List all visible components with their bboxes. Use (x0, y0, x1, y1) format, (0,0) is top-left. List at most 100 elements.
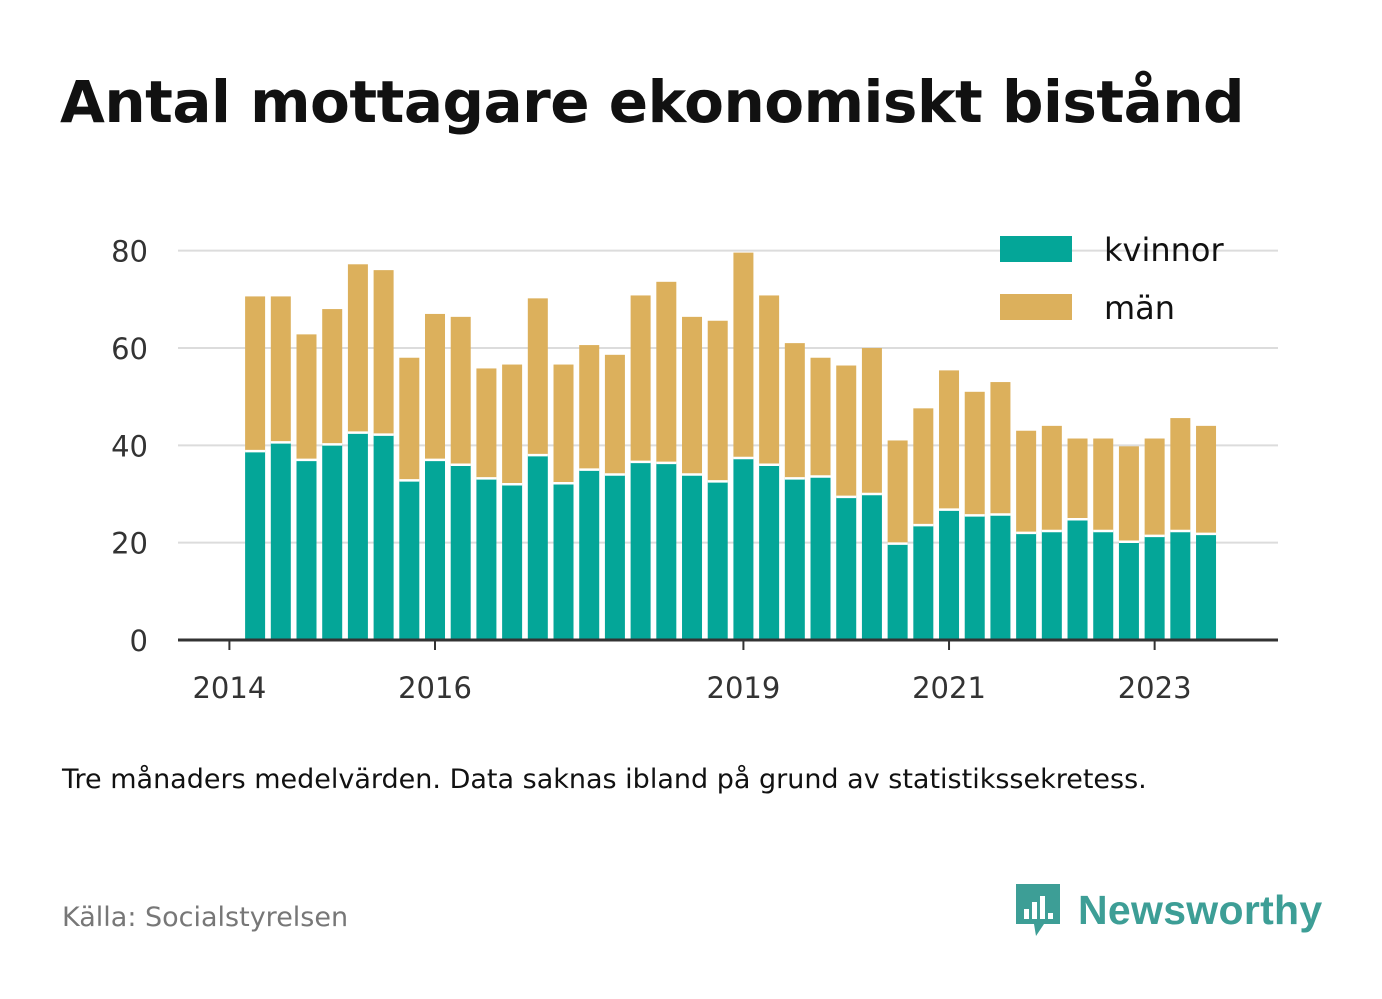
bar-kvinnor (1016, 532, 1037, 640)
legend-swatch (1000, 236, 1072, 262)
bar-man (1170, 418, 1191, 531)
bar-kvinnor (784, 478, 805, 640)
bar-kvinnor (861, 494, 882, 640)
brand-name: Newsworthy (1078, 886, 1323, 933)
legend-label: kvinnor (1104, 231, 1225, 269)
legend-swatch (1000, 294, 1072, 320)
bar-kvinnor (733, 457, 754, 640)
bar-man (399, 357, 420, 481)
newsworthy-logo-icon (1016, 884, 1060, 936)
bar-man (322, 309, 343, 445)
bar-kvinnor (1118, 541, 1139, 640)
bar-kvinnor (939, 509, 960, 640)
bar-kvinnor (425, 459, 446, 640)
bar-man (939, 370, 960, 510)
newsworthy-brand[interactable]: Newsworthy (1012, 880, 1323, 940)
bar-man (347, 264, 368, 433)
bar-kvinnor (270, 442, 291, 640)
bar-kvinnor (682, 474, 703, 640)
bar-kvinnor (964, 515, 985, 640)
bar-kvinnor (990, 514, 1011, 640)
bar-kvinnor (399, 480, 420, 640)
bar-man (1118, 446, 1139, 542)
bar-man (476, 368, 497, 479)
bar-kvinnor (527, 455, 548, 640)
bar-kvinnor (553, 483, 574, 640)
bar-kvinnor (1144, 535, 1165, 640)
bar-kvinnor (913, 525, 934, 640)
bar-man (296, 334, 317, 460)
chart-note: Tre månaders medelvärden. Data saknas ib… (62, 764, 1147, 795)
bar-man (990, 382, 1011, 515)
bar-kvinnor (373, 434, 394, 640)
bar-man (1144, 438, 1165, 536)
bar-kvinnor (1196, 533, 1217, 640)
bar-kvinnor (245, 451, 266, 640)
bar-man (784, 343, 805, 479)
bar-man (1016, 430, 1037, 533)
bar-man (553, 364, 574, 484)
bar-man (270, 296, 291, 443)
bar-kvinnor (656, 462, 677, 640)
legend-label: män (1104, 289, 1175, 327)
bar-man (810, 357, 831, 477)
bar-kvinnor (347, 432, 368, 640)
legend: kvinnor män (1000, 231, 1225, 327)
bar-man (373, 270, 394, 435)
y-tick-label: 20 (111, 527, 148, 561)
y-tick-label: 40 (111, 429, 148, 463)
bar-man (913, 408, 934, 526)
x-tick-label: 2014 (192, 671, 266, 705)
bar-kvinnor (450, 464, 471, 640)
bar-man (425, 313, 446, 460)
y-tick-label: 0 (130, 624, 148, 658)
bar-man (656, 281, 677, 463)
bar-kvinnor (1041, 530, 1062, 640)
bar-kvinnor (759, 464, 780, 640)
bar-kvinnor (707, 481, 728, 640)
bar-kvinnor (296, 459, 317, 640)
bar-kvinnor (322, 444, 343, 640)
bar-kvinnor (630, 461, 651, 640)
bar-kvinnor (579, 469, 600, 640)
bar-man (527, 298, 548, 456)
bar-man (1093, 438, 1114, 531)
y-tick-label: 60 (111, 332, 148, 366)
bar-man (964, 391, 985, 516)
bar-kvinnor (1067, 519, 1088, 640)
bar-man (450, 316, 471, 465)
x-tick-label: 2021 (912, 671, 986, 705)
bar-man (836, 365, 857, 497)
bar-man (579, 345, 600, 470)
axes: 0 20 40 60 80 2014 2016 2019 2021 2023 (111, 235, 1278, 705)
y-tick-label: 80 (111, 235, 148, 269)
bar-kvinnor (887, 543, 908, 640)
bar-man (759, 295, 780, 465)
source-text: Källa: Socialstyrelsen (62, 902, 349, 933)
bar-kvinnor (1170, 530, 1191, 640)
bar-man (861, 348, 882, 494)
page-title: Antal mottagare ekonomiskt bistånd (60, 68, 1245, 136)
bar-man (682, 316, 703, 475)
bar-kvinnor (810, 476, 831, 640)
bars (245, 252, 1217, 640)
bar-man (245, 296, 266, 452)
bar-man (733, 252, 754, 458)
bar-man (630, 295, 651, 462)
bar-man (1196, 425, 1217, 534)
bar-man (502, 364, 523, 485)
bar-man (887, 440, 908, 544)
bar-man (707, 320, 728, 482)
bar-kvinnor (836, 496, 857, 640)
bar-man (1067, 438, 1088, 520)
x-tick-label: 2023 (1118, 671, 1192, 705)
bar-kvinnor (604, 474, 625, 640)
bar-man (604, 354, 625, 475)
bar-kvinnor (502, 484, 523, 640)
bar-man (1041, 425, 1062, 531)
bar-kvinnor (476, 478, 497, 640)
x-tick-label: 2019 (707, 671, 781, 705)
x-tick-label: 2016 (398, 671, 472, 705)
bar-kvinnor (1093, 530, 1114, 640)
